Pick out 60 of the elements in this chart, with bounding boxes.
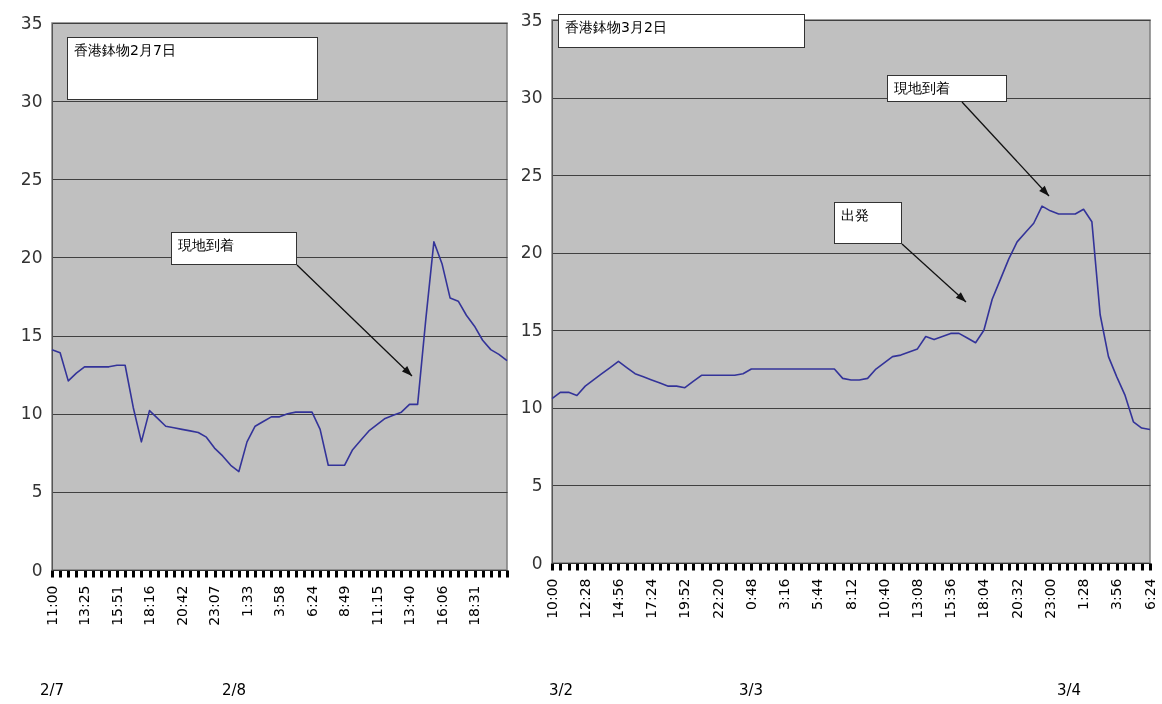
x-tick-label: 5:44 <box>809 578 826 610</box>
x-tick-label: 15:36 <box>942 578 959 619</box>
text: 3/4 <box>1057 681 1082 699</box>
y-tick-label: 5 <box>31 481 43 502</box>
x-tick-label: 6:24 <box>303 585 320 617</box>
x-tick-label: 3:58 <box>271 585 287 617</box>
x-tick-label: 13:25 <box>76 585 92 626</box>
text: 2/8 <box>222 681 247 699</box>
x-tick-label: 20:32 <box>1008 578 1025 619</box>
x-tick-label: 16:06 <box>433 585 450 626</box>
x-tick-label: 20:42 <box>173 585 190 626</box>
y-tick-label: 30 <box>20 90 43 111</box>
y-tick-label: 5 <box>531 474 543 495</box>
x-tick-label: 17:24 <box>643 578 660 619</box>
x-tick-label: 6:24 <box>1141 578 1158 610</box>
y-tick-label: 0 <box>31 559 43 580</box>
x-tick-label: 10:00 <box>543 578 560 619</box>
text-box: 出発 <box>834 202 902 244</box>
text: 3/2 <box>549 681 574 699</box>
line-series <box>551 205 1151 431</box>
x-tick-label: 10:40 <box>875 578 892 619</box>
x-tick-label: 14:56 <box>609 578 626 619</box>
x-tick-label: 19:52 <box>676 578 693 619</box>
y-tick-label: 15 <box>520 319 543 340</box>
y-tick-label: 10 <box>20 403 43 424</box>
x-tick-label: 18:31 <box>466 585 482 626</box>
x-tick-label: 13:08 <box>908 578 925 619</box>
x-tick-label: 15:51 <box>108 585 125 626</box>
x-tick-label: 18:16 <box>141 585 157 626</box>
y-tick-label: 30 <box>520 87 543 108</box>
x-tick-label: 3:56 <box>1108 578 1125 610</box>
text-box: 香港鉢物3月2日 <box>558 14 805 48</box>
text-box: 現地到着 <box>887 75 1007 102</box>
x-tick-label: 8:49 <box>336 585 352 617</box>
text-box: 香港鉢物2月7日 <box>67 37 318 100</box>
y-tick-label: 20 <box>520 242 543 263</box>
text: 3/3 <box>739 681 764 699</box>
x-tick-label: 11:00 <box>43 585 60 626</box>
text-box: 現地到着 <box>171 232 297 265</box>
x-tick-label: 23:00 <box>1041 578 1058 619</box>
text: 2/7 <box>40 681 65 699</box>
x-tick-label: 18:04 <box>975 578 992 619</box>
x-tick-label: 0:48 <box>742 578 759 610</box>
y-tick-label: 25 <box>20 168 43 189</box>
x-tick-label: 1:33 <box>238 585 255 617</box>
y-tick-label: 15 <box>20 325 43 346</box>
x-tick-label: 3:16 <box>776 578 793 610</box>
y-tick-label: 35 <box>20 12 43 33</box>
y-tick-label: 20 <box>20 246 43 267</box>
x-tick-label: 11:15 <box>368 585 385 626</box>
x-tick-label: 13:40 <box>401 585 417 626</box>
x-tick-label: 8:12 <box>842 578 859 610</box>
x-tick-label: 12:28 <box>576 578 593 619</box>
y-tick-label: 10 <box>520 397 543 418</box>
y-tick-label: 0 <box>531 552 543 573</box>
y-tick-label: 25 <box>520 164 543 185</box>
x-tick-label: 22:20 <box>709 578 726 619</box>
x-tick-label: 23:07 <box>206 585 222 626</box>
y-tick-label: 35 <box>520 9 543 30</box>
x-tick-label: 1:28 <box>1075 578 1092 610</box>
